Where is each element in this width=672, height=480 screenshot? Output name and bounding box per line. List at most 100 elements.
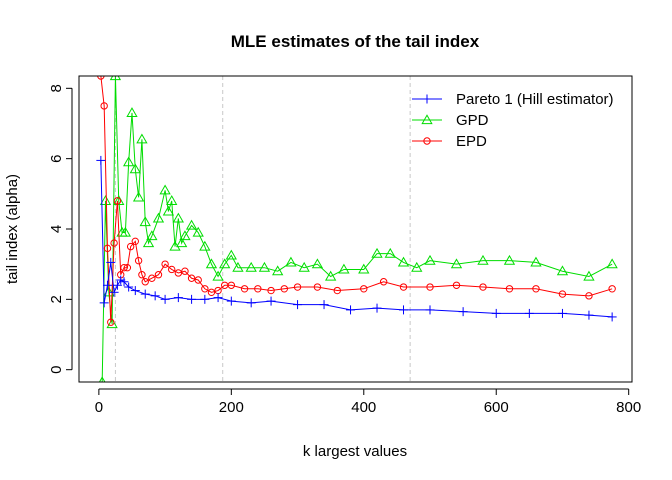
series-0-point-0 bbox=[96, 155, 106, 165]
series-0-point-25 bbox=[425, 305, 435, 315]
series-1-point-44 bbox=[411, 261, 423, 272]
legend-marker-0 bbox=[422, 94, 432, 104]
series-0-point-20 bbox=[293, 300, 303, 310]
series-1-point-33 bbox=[258, 261, 271, 272]
x-tick-label-3: 600 bbox=[484, 399, 509, 416]
series-2-point-35 bbox=[379, 278, 388, 286]
series-1-point-5 bbox=[113, 195, 125, 205]
series-layer bbox=[96, 76, 618, 382]
series-0-point-12 bbox=[160, 294, 170, 304]
series-0-point-2 bbox=[102, 280, 112, 290]
series-2-point-26 bbox=[227, 281, 236, 289]
series-2-point-34 bbox=[360, 285, 368, 293]
reference-lines bbox=[114, 76, 411, 382]
series-1-point-27 bbox=[205, 258, 218, 269]
series-0-point-29 bbox=[557, 308, 567, 318]
series-2-point-41 bbox=[532, 285, 540, 293]
series-1-point-43 bbox=[397, 256, 410, 267]
series-2-point-13 bbox=[141, 278, 149, 286]
x-axis-label: k largest values bbox=[303, 443, 407, 460]
series-0-point-4 bbox=[109, 287, 119, 297]
series-1-point-48 bbox=[503, 254, 516, 265]
legend-label-0: Pareto 1 (Hill estimator) bbox=[456, 91, 614, 108]
series-2-point-31 bbox=[293, 283, 302, 291]
series-0-point-17 bbox=[226, 296, 236, 306]
series-2-point-12 bbox=[138, 271, 146, 279]
series-2 bbox=[97, 76, 616, 326]
legend-marker-1 bbox=[421, 114, 433, 125]
series-0-point-19 bbox=[266, 296, 276, 306]
series-1-point-17 bbox=[159, 184, 171, 195]
series-1-point-51 bbox=[583, 270, 595, 281]
series-1-point-30 bbox=[225, 249, 237, 260]
legend: Pareto 1 (Hill estimator) GPD EPD bbox=[412, 91, 614, 150]
series-2-point-5 bbox=[113, 197, 122, 205]
series-1-point-13 bbox=[139, 216, 151, 227]
series-1-point-3 bbox=[106, 318, 118, 329]
series-0-point-26 bbox=[458, 307, 468, 317]
series-1-point-32 bbox=[245, 261, 257, 272]
series-2-point-38 bbox=[452, 281, 461, 289]
series-1-point-29 bbox=[219, 258, 231, 269]
series-0-point-3 bbox=[106, 257, 116, 267]
legend-label-1: GPD bbox=[456, 112, 489, 129]
series-0-point-21 bbox=[319, 300, 329, 310]
series-1-point-52 bbox=[606, 258, 618, 269]
series-1-point-1 bbox=[99, 195, 112, 205]
series-0-point-14 bbox=[187, 294, 197, 304]
y-tick-label-2: 4 bbox=[48, 225, 65, 233]
series-1-point-31 bbox=[232, 261, 244, 272]
series-2-point-11 bbox=[134, 256, 143, 265]
series-2-point-14 bbox=[148, 274, 156, 282]
series-2-point-39 bbox=[479, 283, 487, 291]
series-2-point-23 bbox=[207, 288, 216, 297]
series-1-point-34 bbox=[272, 265, 284, 276]
series-1-line bbox=[101, 76, 613, 382]
series-2-point-40 bbox=[505, 285, 514, 293]
series-2-point-9 bbox=[126, 242, 135, 251]
series-2-point-19 bbox=[181, 267, 189, 275]
series-1-point-12 bbox=[136, 133, 148, 144]
series-2-point-42 bbox=[558, 290, 567, 298]
series-0-point-7 bbox=[119, 277, 129, 287]
series-1-point-24 bbox=[185, 219, 198, 230]
series-0-point-23 bbox=[372, 303, 382, 313]
series-0-point-13 bbox=[173, 293, 183, 303]
series-0-point-16 bbox=[213, 293, 223, 303]
y-tick-label-1: 2 bbox=[48, 295, 65, 303]
series-1-point-7 bbox=[119, 226, 132, 237]
series-2-point-17 bbox=[168, 265, 176, 274]
series-1-point-11 bbox=[132, 191, 145, 202]
series-2-point-37 bbox=[426, 283, 434, 291]
series-1-point-49 bbox=[530, 256, 542, 267]
y-axis: 0 2 4 6 8 bbox=[48, 84, 73, 374]
series-0 bbox=[96, 155, 617, 322]
series-2-point-29 bbox=[267, 286, 275, 295]
y-tick-label-4: 8 bbox=[48, 84, 65, 92]
series-1-point-37 bbox=[311, 258, 324, 269]
series-1-point-0 bbox=[98, 376, 106, 382]
series-0-line bbox=[100, 160, 613, 318]
y-tick-label-3: 6 bbox=[48, 154, 65, 162]
series-1-point-16 bbox=[152, 212, 165, 223]
series-1-point-4 bbox=[109, 76, 122, 81]
chart-title: MLE estimates of the tail index bbox=[231, 32, 480, 51]
series-1-point-35 bbox=[285, 256, 297, 267]
series-1-point-42 bbox=[384, 247, 396, 258]
series-2-point-32 bbox=[313, 283, 322, 291]
series-1-point-46 bbox=[450, 258, 463, 269]
series-2-point-33 bbox=[333, 286, 341, 295]
series-2-point-43 bbox=[585, 292, 593, 300]
series-0-point-30 bbox=[584, 310, 594, 320]
series-1-point-21 bbox=[172, 212, 185, 223]
legend-label-2: EPD bbox=[456, 133, 487, 150]
series-2-point-36 bbox=[399, 283, 408, 291]
plot-frame bbox=[78, 75, 633, 383]
series-2-point-28 bbox=[254, 285, 262, 293]
series-0-point-15 bbox=[200, 294, 210, 304]
series-2-point-7 bbox=[120, 263, 128, 272]
series-1-point-10 bbox=[129, 163, 141, 174]
series-1-point-19 bbox=[166, 195, 178, 205]
series-0-point-10 bbox=[140, 289, 150, 299]
